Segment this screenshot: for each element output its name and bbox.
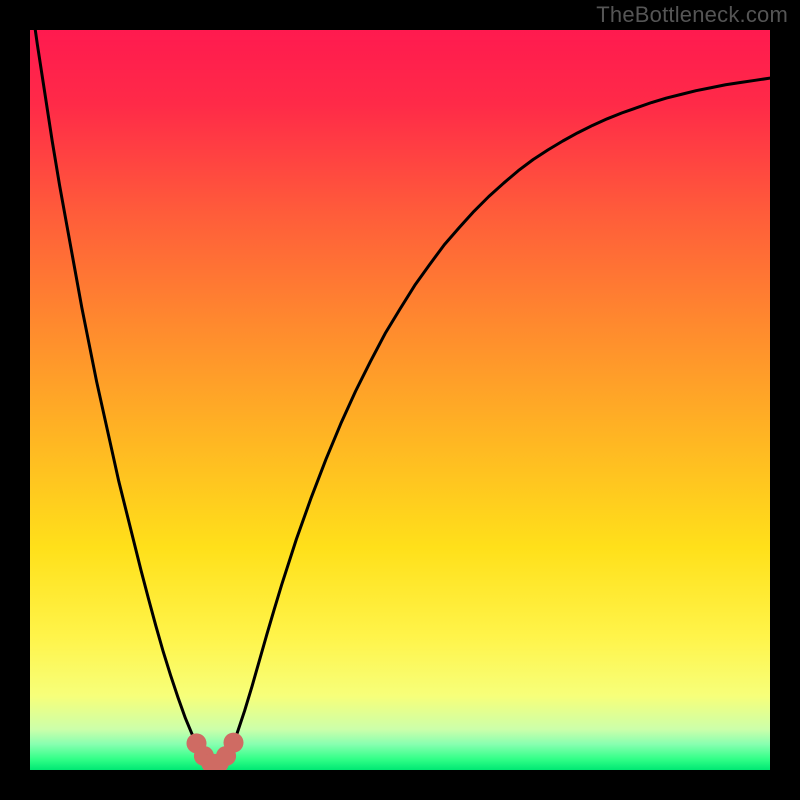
watermark-text: TheBottleneck.com — [596, 2, 788, 28]
curve-markers — [187, 733, 244, 770]
plot-area — [30, 30, 770, 770]
bottleneck-curve — [30, 30, 770, 765]
curve-layer — [30, 30, 770, 770]
curve-marker — [224, 733, 244, 753]
stage: TheBottleneck.com — [0, 0, 800, 800]
